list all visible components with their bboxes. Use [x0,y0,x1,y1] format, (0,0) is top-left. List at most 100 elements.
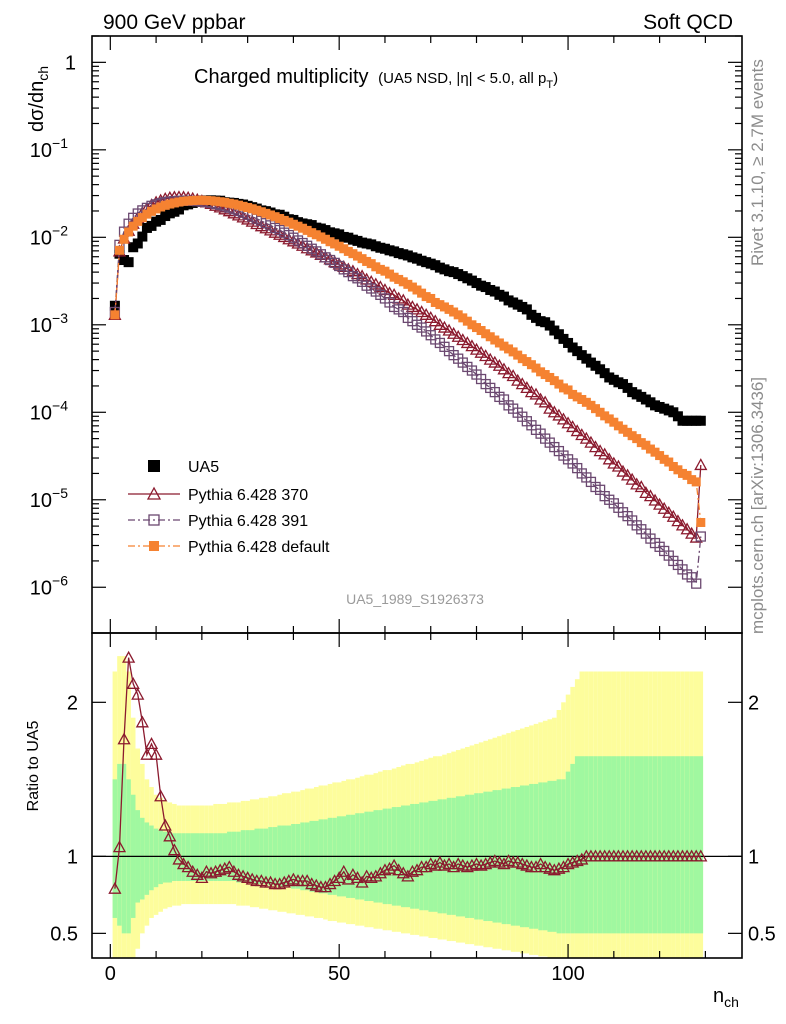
band-inner [671,756,676,934]
y-tick-label: 10−6 [30,572,68,599]
data-point [563,385,573,395]
data-point [330,239,340,249]
ratio-y-tick-label: 1 [67,846,78,868]
ratio-point [318,880,333,893]
data-point [650,447,660,457]
data-point [552,408,566,421]
y-tick-exp: −3 [52,310,68,326]
data-point [334,241,344,251]
data-point [668,462,678,472]
ratio-point [533,857,548,870]
ratio-point [204,866,218,879]
data-point [215,197,225,207]
data-point [366,259,376,269]
data-point [298,223,308,233]
data-point [288,219,298,229]
data-point [394,274,404,284]
data-point [428,314,442,327]
data-point [593,444,607,457]
data-point [174,197,184,207]
band-inner [602,756,607,934]
ratio-point [273,877,287,890]
y-tick-base: 10 [30,577,52,599]
data-point [547,405,561,418]
ratio-y-tick-label: 0.5 [50,923,78,945]
data-point [511,373,525,386]
data-point [403,279,413,289]
data-point [691,578,702,589]
y-tick-base: 10 [30,402,52,424]
data-point [142,209,152,219]
ratio-point [410,863,424,876]
data-point [591,404,601,414]
ratio-point [529,860,543,873]
data-point [320,234,330,244]
data-point [133,216,143,226]
data-point [458,313,468,323]
chart-title-sub: (UA5 NSD, |η| < 5.0, all p [378,70,546,87]
data-point [229,199,239,209]
series-3 [110,195,706,527]
ratio-point [337,864,351,877]
band-inner [698,756,704,934]
data-point [602,452,616,465]
data-point [256,207,266,217]
y-tick-exp: −2 [52,222,68,238]
band-inner [639,756,644,934]
data-point [520,381,534,394]
band-inner [629,756,635,934]
data-point [664,457,674,467]
data-point [572,392,582,402]
ratio-point [131,687,145,700]
data-point [183,196,193,206]
y-tick-exp: −1 [52,135,68,151]
data-point [522,357,532,367]
ratio-point [378,863,392,876]
analysis-watermark: UA5_1989_S1926373 [346,591,484,607]
data-point [598,447,612,460]
data-point [604,414,614,424]
legend-label: Pythia 6.428 391 [188,513,308,530]
data-point [558,383,568,393]
data-point [513,350,523,360]
data-point [497,362,511,375]
data-point [430,297,440,307]
data-point [659,454,669,464]
band-inner [620,756,626,934]
main-y-label-pre: dσ/dn [26,81,48,132]
data-point [632,434,642,444]
data-point [508,347,518,357]
band-inner [181,833,186,881]
data-point [275,214,285,224]
y-tick-base: 1 [65,52,76,74]
data-point [595,407,605,417]
side-label-mcplots: mcplots.cern.ch [arXiv:1306.3436] [748,377,767,634]
legend-label: Pythia 6.428 default [188,539,330,556]
data-point [151,204,161,214]
data-point [211,196,221,206]
band-inner [162,831,168,883]
ratio-point [355,875,369,888]
band-inner [611,756,617,934]
ratio-point [163,829,177,842]
data-point [479,349,493,362]
legend-entry: Pythia 6.428 default [128,539,330,556]
data-point [261,208,271,218]
data-point [147,206,157,216]
x-label-pre: n [713,985,724,1007]
ratio-point [140,747,154,760]
data-point [439,302,449,312]
legend: UA5 Pythia 6.428 370 Pythia 6.428 391 Pythi… [128,459,330,556]
ratio-bands [112,656,704,958]
data-point [123,257,134,268]
data-point [695,531,706,542]
band-inner [167,831,173,883]
ratio-point [332,871,346,884]
ratio-point [497,857,511,870]
main-y-label-sub: ch [35,66,51,81]
chart-title-sub-t: T [546,79,553,91]
data-point [343,246,353,256]
data-point [607,456,621,469]
data-point [639,485,653,498]
ratio-point [364,871,378,884]
